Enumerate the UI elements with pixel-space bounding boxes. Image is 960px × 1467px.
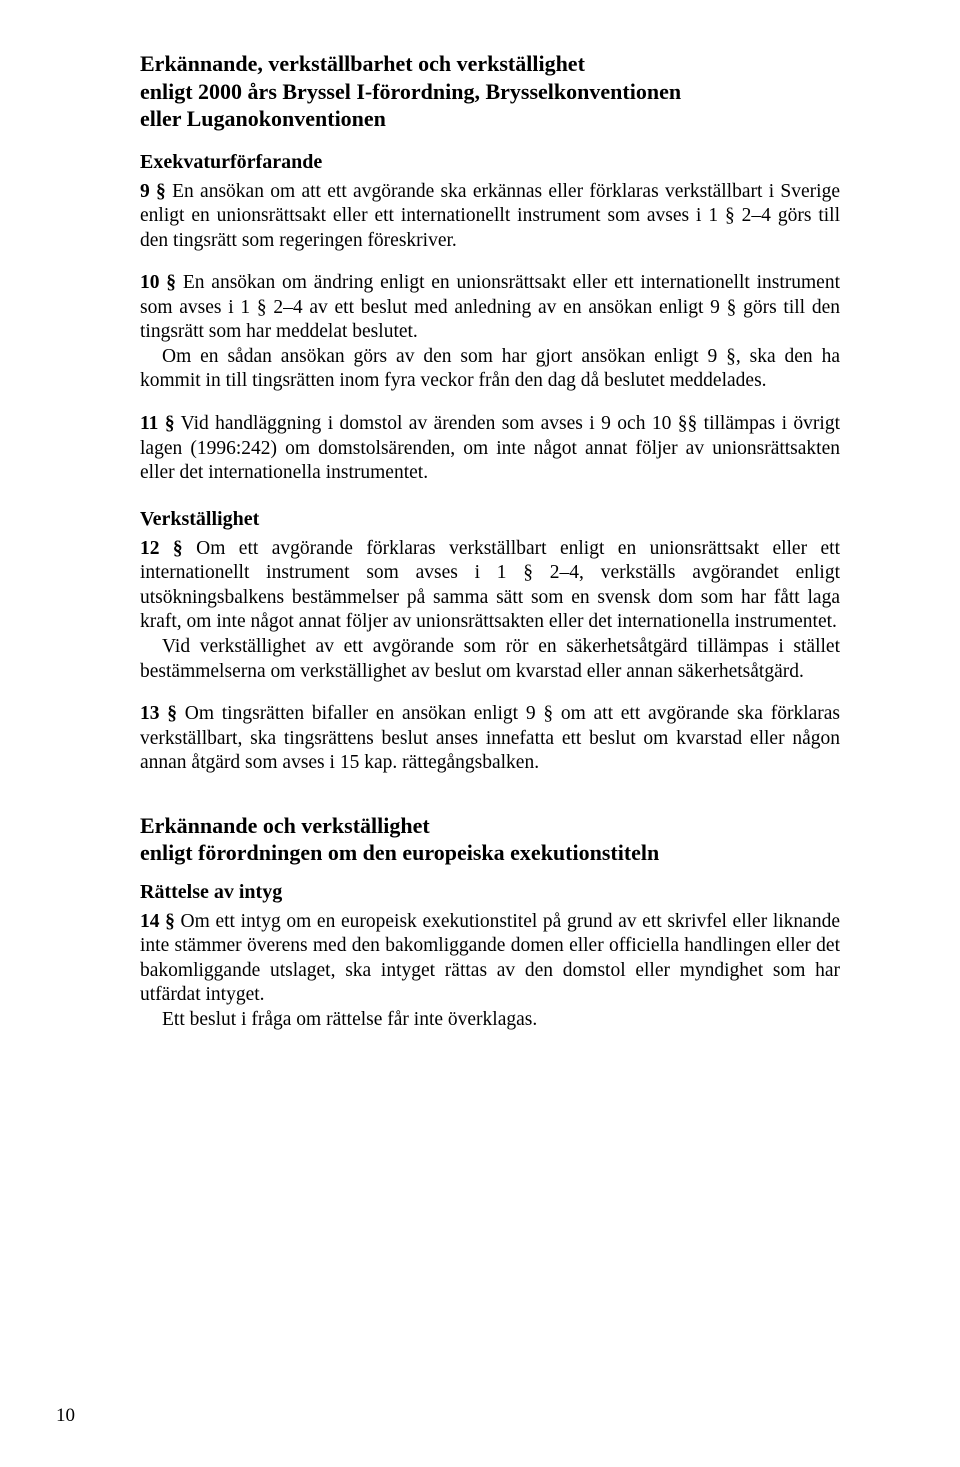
paragraph-lead: 14 § [140, 911, 175, 932]
subheading-rattelse: Rättelse av intyg [140, 881, 840, 904]
paragraph-10: 10 § En ansökan om ändring enligt en uni… [140, 271, 840, 394]
paragraph-continuation: Vid verkställighet av ett avgörande som … [140, 636, 840, 682]
heading-line: eller Luganokonventionen [140, 106, 386, 131]
paragraph-lead: 13 § [140, 703, 177, 724]
section-a-heading: Erkännande, verkställbarhet och verkstäl… [140, 50, 840, 133]
paragraph-text: Om ett avgörande förklaras verkställbart… [140, 538, 840, 633]
paragraph-14: 14 § Om ett intyg om en europeisk exekut… [140, 910, 840, 1033]
paragraph-text: En ansökan om ändring enligt en unionsrä… [140, 272, 840, 342]
paragraph-lead: 9 § [140, 181, 166, 202]
paragraph-9: 9 § En ansökan om att ett avgörande ska … [140, 180, 840, 254]
section-b-heading: Erkännande och verkställighet enligt för… [140, 812, 840, 867]
paragraph-text: Vid handläggning i domstol av ärenden so… [140, 413, 840, 483]
paragraph-text: En ansökan om att ett avgörande ska erkä… [140, 181, 840, 251]
heading-line: enligt 2000 års Bryssel I-förordning, Br… [140, 79, 681, 104]
subheading-exekvatur: Exekvaturförfarande [140, 151, 840, 174]
paragraph-lead: 10 § [140, 272, 176, 293]
paragraph-continuation: Ett beslut i fråga om rättelse får inte … [162, 1009, 537, 1030]
paragraph-11: 11 § Vid handläggning i domstol av ärend… [140, 412, 840, 486]
heading-line: enligt förordningen om den europeiska ex… [140, 840, 659, 865]
paragraph-text: Om ett intyg om en europeisk exekutionst… [140, 911, 840, 1006]
heading-line: Erkännande, verkställbarhet och verkstäl… [140, 51, 585, 76]
paragraph-continuation: Om en sådan ansökan görs av den som har … [140, 346, 840, 392]
paragraph-text: Om tingsrätten bifaller en ansökan enlig… [140, 703, 840, 773]
paragraph-12: 12 § Om ett avgörande förklaras verkstäl… [140, 537, 840, 684]
subheading-verkstallighet: Verkställighet [140, 508, 840, 531]
paragraph-13: 13 § Om tingsrätten bifaller en ansökan … [140, 702, 840, 776]
heading-line: Erkännande och verkställighet [140, 813, 430, 838]
page-number: 10 [56, 1405, 75, 1427]
paragraph-lead: 11 § [140, 413, 175, 434]
paragraph-lead: 12 § [140, 538, 183, 559]
document-page: Erkännande, verkställbarhet och verkstäl… [0, 0, 960, 1467]
